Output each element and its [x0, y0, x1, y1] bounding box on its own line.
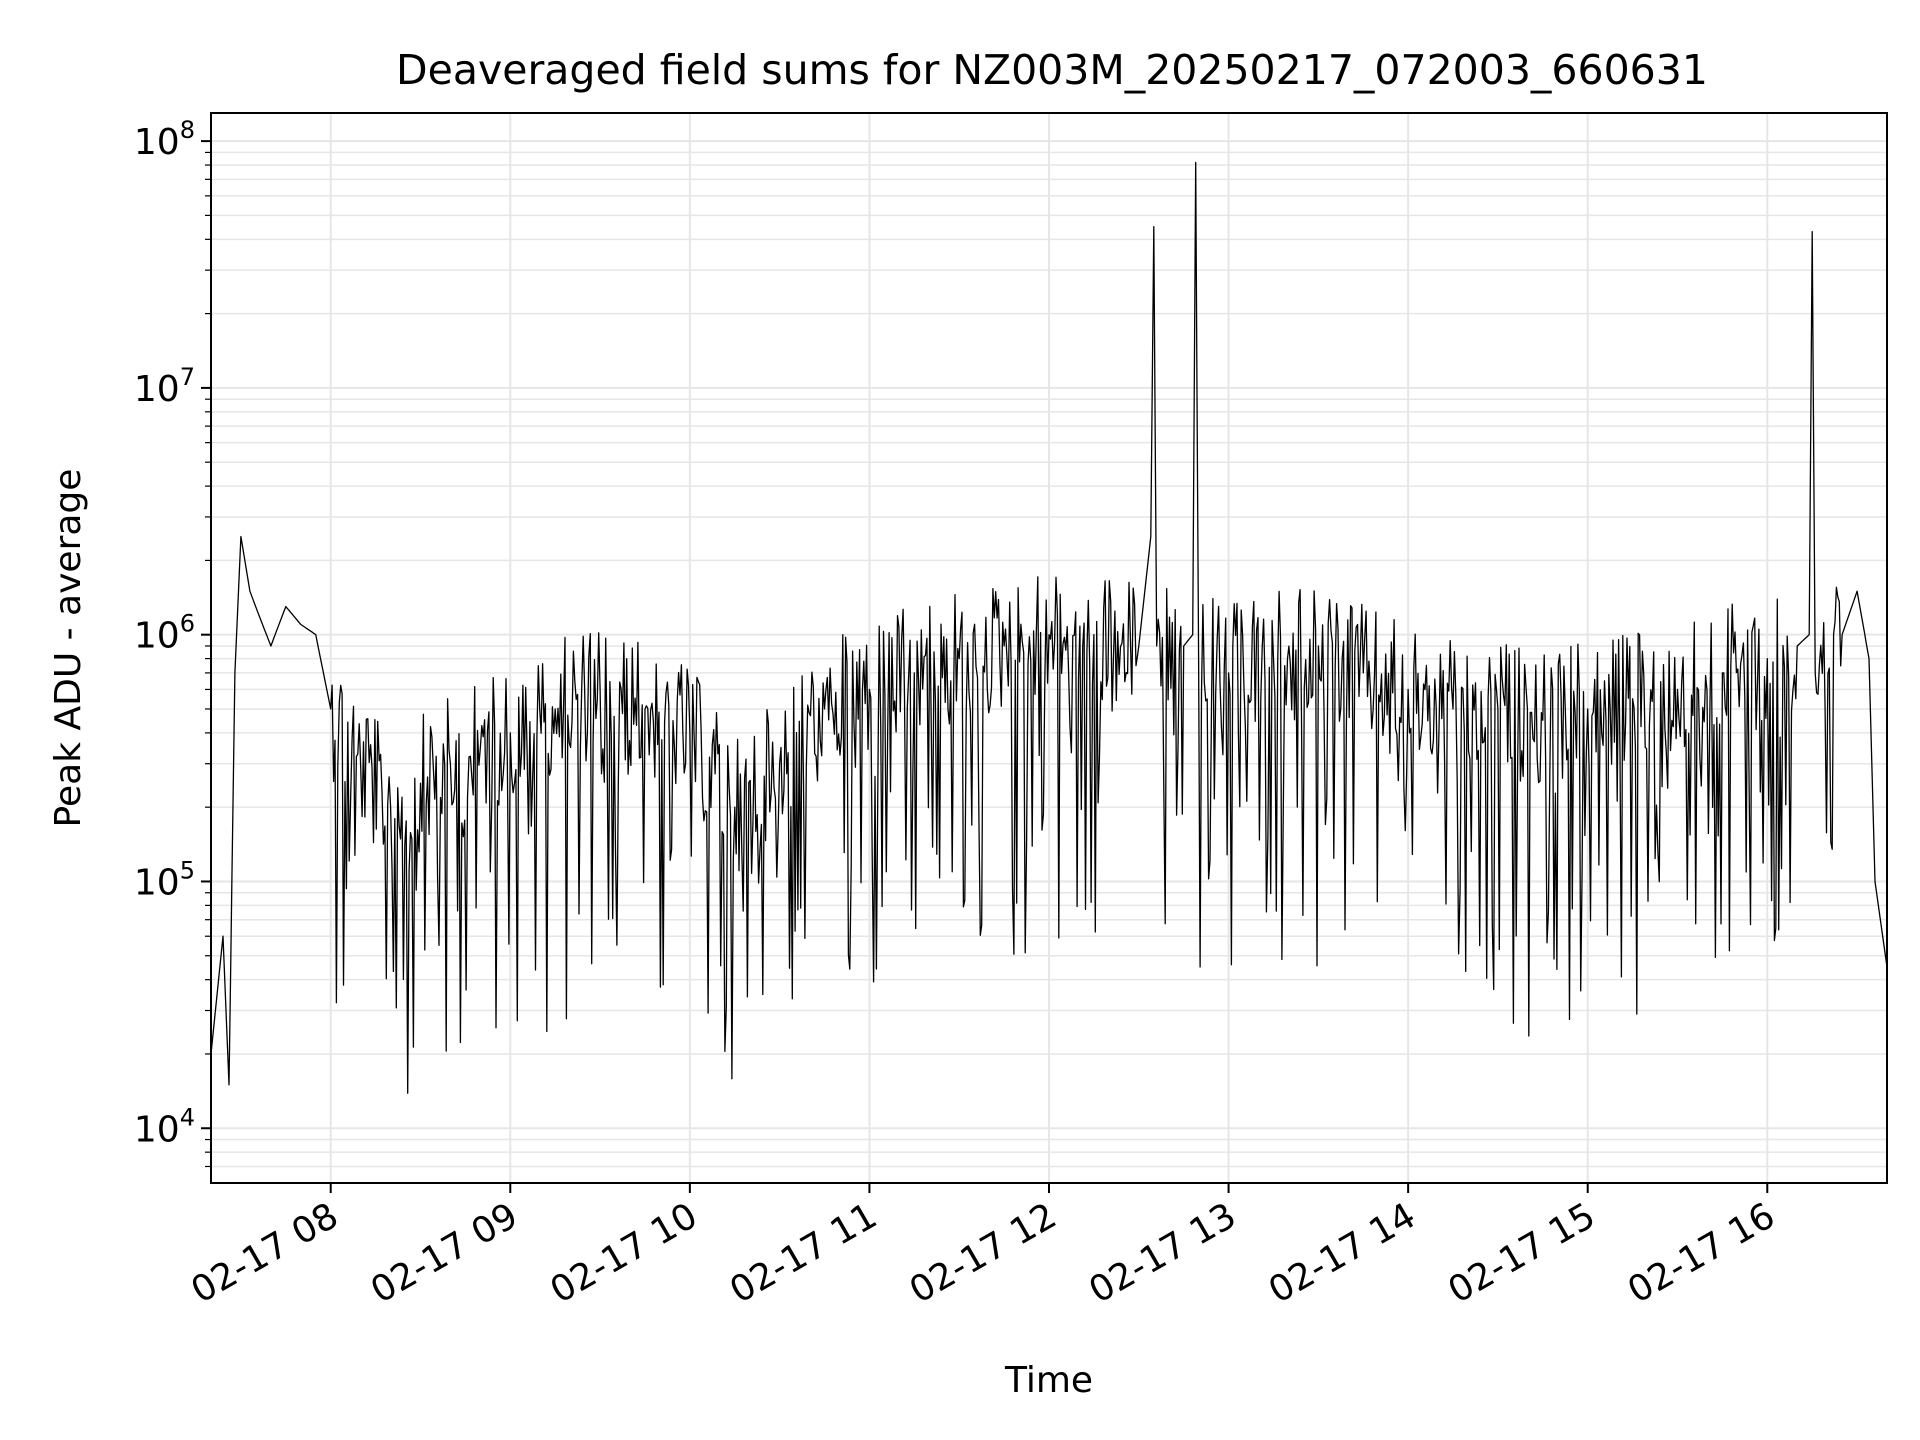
major-grid [211, 113, 1887, 1183]
x-axis-label: Time [1004, 1360, 1093, 1401]
y-tick-label: 105 [134, 856, 195, 903]
y-axis-ticks: 104 105 106 107 108 [134, 116, 211, 1168]
y-tick-label: 106 [134, 610, 195, 657]
y-axis-label: Peak ADU - average [48, 469, 89, 828]
series-line [210, 161, 1888, 1094]
y-tick-label: 108 [134, 116, 195, 163]
y-tick-label: 107 [134, 363, 195, 410]
series-layer [210, 161, 1888, 1094]
y-tick-label: 104 [134, 1103, 195, 1150]
chart-title: Deaveraged field sums for NZ003M_2025021… [396, 46, 1708, 94]
